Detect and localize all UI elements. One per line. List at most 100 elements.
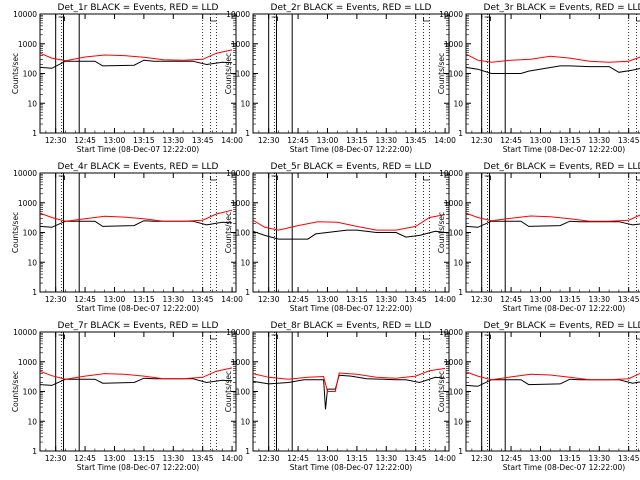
y-tick-label: 10000: [439, 169, 463, 178]
y-tick-label: 10: [240, 99, 250, 108]
x-tick-label: 13:00: [104, 295, 126, 304]
plot-frame: [39, 172, 237, 293]
series-line-lld: [465, 371, 640, 381]
x-tick-label: 13:15: [346, 136, 368, 145]
bracket-mark: [210, 335, 217, 340]
x-tick-label: 12:30: [45, 295, 67, 304]
panel-title: Det_3r BLACK = Events, RED = LLD: [484, 3, 640, 13]
x-tick-label: 12:45: [500, 295, 522, 304]
x-axis-label: Start Time (08-Dec-07 12:22:00): [503, 304, 625, 313]
x-axis-label: Start Time (08-Dec-07 12:22:00): [290, 145, 412, 154]
y-tick-label: 10: [27, 417, 37, 426]
x-tick-label: 13:15: [133, 295, 155, 304]
y-tick-label: 1000: [231, 358, 250, 367]
x-tick-label: 12:45: [287, 454, 309, 463]
y-tick-label: 100: [236, 388, 251, 397]
y-tick-label: 10: [27, 258, 37, 267]
x-tick-label: 13:45: [405, 295, 427, 304]
plot-frame: [39, 331, 237, 452]
x-axis-label: Start Time (08-Dec-07 12:22:00): [503, 463, 625, 472]
x-tick-label: 13:45: [618, 295, 640, 304]
y-axis-label: Counts/sec: [224, 53, 233, 94]
x-tick-label: 14:00: [434, 136, 456, 145]
x-tick-label: 13:00: [317, 454, 339, 463]
x-tick-label: 12:30: [45, 454, 67, 463]
panel-det-9: Det_9r BLACK = Events, RED = LLD 1 10 100 10…: [437, 321, 640, 472]
y-tick-label: 1: [32, 129, 37, 138]
x-axis-label: Start Time (08-Dec-07 12:22:00): [290, 304, 412, 313]
bracket-mark: [58, 175, 65, 180]
bracket-mark: [271, 16, 278, 21]
bracket-mark: [484, 334, 491, 339]
x-axis-label: Start Time (08-Dec-07 12:22:00): [77, 463, 199, 472]
x-tick-label: 13:00: [530, 295, 552, 304]
bracket-mark: [58, 16, 65, 21]
y-tick-label: 10: [453, 99, 463, 108]
y-axis-label: Counts/sec: [11, 53, 20, 94]
y-axis-label: Counts/sec: [224, 371, 233, 412]
y-tick-label: 100: [236, 70, 251, 79]
x-tick-label: 13:15: [559, 295, 581, 304]
bracket-mark: [484, 175, 491, 180]
x-tick-label: 12:30: [471, 454, 493, 463]
x-tick-label: 14:00: [221, 136, 243, 145]
x-tick-label: 13:30: [162, 454, 184, 463]
bracket-mark: [210, 176, 217, 181]
panel-det-7: Det_7r BLACK = Events, RED = LLD 1 10 100 10…: [11, 321, 243, 472]
x-tick-label: 13:00: [317, 295, 339, 304]
x-tick-label: 13:30: [588, 454, 610, 463]
x-tick-label: 13:15: [133, 136, 155, 145]
x-tick-label: 12:30: [258, 454, 280, 463]
y-tick-label: 1: [32, 288, 37, 297]
x-tick-label: 12:45: [500, 454, 522, 463]
bracket-mark: [636, 176, 640, 181]
series-line-lld: [252, 367, 446, 392]
x-tick-label: 12:45: [500, 136, 522, 145]
y-axis-label: Counts/sec: [11, 371, 20, 412]
x-axis-label: Start Time (08-Dec-07 12:22:00): [77, 145, 199, 154]
x-tick-label: 13:00: [530, 454, 552, 463]
x-tick-label: 12:30: [258, 136, 280, 145]
y-tick-label: 100: [236, 229, 251, 238]
y-tick-label: 10000: [226, 169, 250, 178]
bracket-mark: [636, 335, 640, 340]
y-tick-label: 1: [458, 129, 463, 138]
panel-det-5: Det_5r BLACK = Events, RED = LLD 1 10 100 10…: [224, 162, 456, 313]
y-tick-label: 100: [449, 229, 464, 238]
x-tick-label: 13:15: [346, 295, 368, 304]
y-axis-label: Counts/sec: [437, 371, 446, 412]
plot-frame: [252, 331, 450, 452]
series-line-events: [252, 374, 446, 410]
y-axis-label: Counts/sec: [437, 212, 446, 253]
x-tick-label: 12:45: [74, 136, 96, 145]
bracket-mark: [271, 175, 278, 180]
y-tick-label: 10000: [13, 328, 37, 337]
y-tick-label: 10000: [226, 10, 250, 19]
x-tick-label: 13:45: [618, 454, 640, 463]
bracket-mark: [423, 176, 430, 181]
y-tick-label: 1000: [231, 40, 250, 49]
x-tick-label: 13:45: [405, 454, 427, 463]
series-line-lld: [465, 212, 640, 222]
x-tick-label: 13:00: [104, 136, 126, 145]
y-tick-label: 1: [458, 288, 463, 297]
y-tick-label: 100: [23, 70, 38, 79]
y-tick-label: 10000: [439, 10, 463, 19]
series-line-lld: [39, 49, 233, 62]
x-tick-label: 13:30: [375, 136, 397, 145]
bracket-mark: [58, 334, 65, 339]
panel-title: Det_2r BLACK = Events, RED = LLD: [271, 3, 432, 13]
x-axis-label: Start Time (08-Dec-07 12:22:00): [503, 145, 625, 154]
series-line-lld: [39, 209, 233, 222]
plot-frame: [465, 172, 640, 293]
plot-frame: [252, 172, 450, 293]
x-tick-label: 12:30: [471, 295, 493, 304]
y-tick-label: 100: [449, 70, 464, 79]
y-tick-label: 10: [240, 258, 250, 267]
x-tick-label: 13:45: [618, 136, 640, 145]
x-tick-label: 12:30: [45, 136, 67, 145]
x-tick-label: 13:30: [375, 454, 397, 463]
y-axis-label: Counts/sec: [11, 212, 20, 253]
panel-det-6: Det_6r BLACK = Events, RED = LLD 1 10 100 10…: [437, 162, 640, 313]
series-line-events: [465, 220, 640, 228]
